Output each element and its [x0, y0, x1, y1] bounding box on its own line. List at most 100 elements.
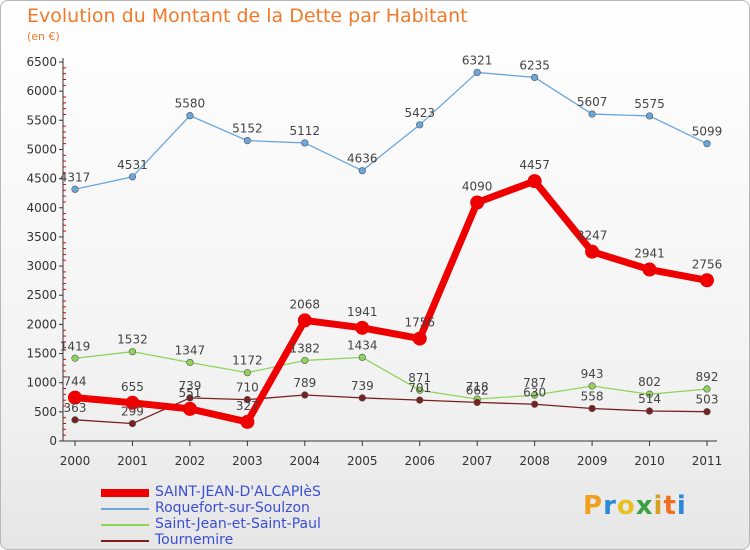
data-label: 802 — [638, 375, 661, 389]
y-tick-label: 3500 — [26, 230, 57, 244]
data-point — [71, 416, 79, 424]
data-point — [412, 331, 427, 346]
data-label: 4090 — [462, 180, 493, 194]
legend-label: SAINT-JEAN-D'ALCAPIèS — [155, 484, 321, 500]
data-point — [588, 382, 596, 390]
data-label: 5580 — [175, 97, 206, 111]
logo-letter: P — [583, 491, 604, 521]
data-label: 892 — [696, 370, 719, 384]
data-label: 1756 — [404, 316, 435, 330]
y-tick-label: 1500 — [26, 347, 57, 361]
data-point — [703, 408, 711, 416]
data-point — [531, 73, 539, 82]
data-label: 4457 — [519, 158, 550, 172]
data-label: 1434 — [347, 338, 378, 352]
data-point — [240, 414, 255, 429]
y-tick-label: 4500 — [26, 172, 57, 186]
logo-letter: o — [616, 491, 636, 521]
data-point — [703, 140, 711, 148]
y-tick-label: 1000 — [26, 376, 57, 390]
data-point — [125, 395, 140, 410]
data-label: 327 — [236, 399, 259, 413]
data-label: 630 — [523, 385, 546, 399]
data-point — [186, 112, 194, 120]
data-label: 551 — [178, 386, 201, 400]
chart-title: Evolution du Montant de la Dette par Hab… — [27, 5, 468, 27]
legend-item: Roquefort-sur-Soulzon — [101, 500, 401, 517]
y-tick-label: 4000 — [26, 201, 57, 215]
legend-label: Saint-Jean-et-Saint-Paul — [155, 516, 321, 532]
data-label: 5099 — [692, 125, 723, 139]
data-point — [243, 396, 251, 404]
data-label: 299 — [121, 405, 144, 419]
data-label: 701 — [408, 381, 431, 395]
data-label: 718 — [466, 380, 489, 394]
x-tick-label: 2010 — [634, 454, 665, 468]
data-point — [416, 396, 424, 404]
legend-label: Roquefort-sur-Soulzon — [155, 500, 310, 516]
data-point — [301, 139, 309, 147]
data-point — [531, 400, 539, 408]
data-point — [358, 353, 366, 361]
series-line — [74, 351, 708, 400]
data-label: 363 — [64, 401, 87, 415]
data-label: 2068 — [290, 297, 321, 311]
data-label: 4317 — [60, 170, 91, 184]
chart-legend: SAINT-JEAN-D'ALCAPIèS Roquefort-sur-Soulz… — [101, 484, 401, 549]
data-point — [301, 356, 309, 365]
data-point — [642, 262, 657, 277]
x-tick-label: 2004 — [290, 454, 321, 468]
legend-item: SAINT-JEAN-D'ALCAPIèS — [101, 484, 401, 501]
data-point — [297, 313, 312, 328]
x-tick-label: 2002 — [175, 454, 206, 468]
logo-letter: i — [653, 491, 664, 521]
x-tick-label: 2001 — [117, 454, 148, 468]
data-label: 3247 — [577, 229, 608, 243]
x-tick-label: 2007 — [462, 454, 493, 468]
data-point — [703, 385, 711, 393]
series-line — [74, 394, 708, 425]
legend-swatch — [101, 489, 149, 497]
data-label: 1172 — [232, 354, 263, 368]
data-point — [128, 348, 137, 356]
data-label: 789 — [293, 376, 316, 390]
data-label: 514 — [638, 392, 661, 406]
y-tick-label: 3000 — [26, 259, 57, 273]
data-point — [700, 273, 714, 288]
data-point — [128, 419, 137, 428]
x-tick-label: 2009 — [577, 454, 608, 468]
data-point — [645, 407, 654, 415]
data-label: 5112 — [290, 124, 321, 138]
legend-label: Tournemire — [155, 532, 234, 548]
series-line — [74, 71, 708, 190]
data-point — [645, 112, 654, 120]
data-point — [71, 185, 79, 193]
data-label: 710 — [236, 381, 259, 395]
data-point — [470, 195, 485, 210]
data-label: 6321 — [462, 53, 493, 67]
x-tick-label: 2003 — [232, 454, 263, 468]
data-label: 871 — [408, 371, 431, 385]
logo-letter: r — [603, 491, 617, 521]
data-point — [71, 354, 79, 362]
chart-unit-label: (en €) — [27, 30, 60, 43]
chart-axes: 0 500 1000 1500 2000 2500 3000 3500 4000 4500 5000… — [26, 55, 722, 468]
data-label: 5607 — [577, 95, 608, 109]
y-tick-label: 0 — [49, 434, 57, 448]
x-tick-label: 2006 — [404, 454, 435, 468]
data-point — [645, 390, 654, 398]
data-point — [531, 391, 539, 399]
series-roquefort-sur-soulzon — [71, 68, 711, 193]
data-label: 1382 — [290, 341, 321, 355]
data-point — [358, 394, 366, 402]
data-point — [301, 391, 309, 399]
series-line — [71, 177, 711, 426]
y-tick-label: 6500 — [26, 55, 57, 69]
data-label: 739 — [351, 379, 374, 393]
x-tick-label: 2011 — [692, 454, 723, 468]
data-label: 744 — [64, 375, 87, 389]
data-label: 662 — [466, 383, 489, 397]
legend-swatch — [101, 524, 149, 526]
x-tick-label: 2008 — [519, 454, 550, 468]
